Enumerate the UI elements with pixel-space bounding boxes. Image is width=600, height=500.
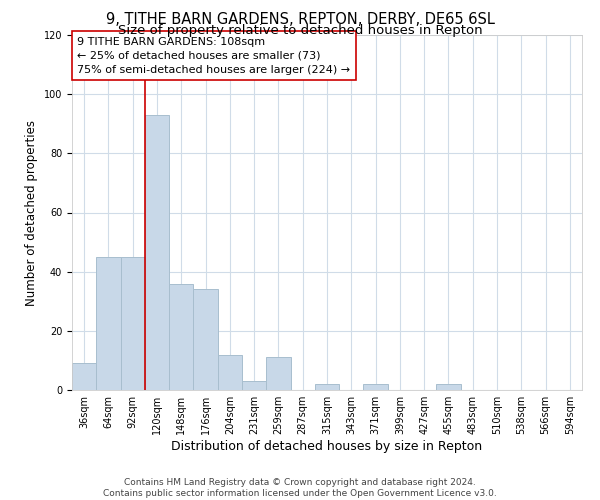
Bar	[436, 384, 461, 390]
Bar	[218, 354, 242, 390]
Bar	[193, 290, 218, 390]
Bar	[315, 384, 339, 390]
Bar	[266, 358, 290, 390]
Text: Size of property relative to detached houses in Repton: Size of property relative to detached ho…	[118, 24, 482, 37]
Bar	[364, 384, 388, 390]
Bar	[145, 115, 169, 390]
Bar	[121, 257, 145, 390]
X-axis label: Distribution of detached houses by size in Repton: Distribution of detached houses by size …	[172, 440, 482, 453]
Bar	[96, 257, 121, 390]
Y-axis label: Number of detached properties: Number of detached properties	[25, 120, 38, 306]
Text: Contains HM Land Registry data © Crown copyright and database right 2024.
Contai: Contains HM Land Registry data © Crown c…	[103, 478, 497, 498]
Bar	[242, 381, 266, 390]
Bar	[72, 364, 96, 390]
Bar	[169, 284, 193, 390]
Text: 9 TITHE BARN GARDENS: 108sqm
← 25% of detached houses are smaller (73)
75% of se: 9 TITHE BARN GARDENS: 108sqm ← 25% of de…	[77, 37, 350, 75]
Text: 9, TITHE BARN GARDENS, REPTON, DERBY, DE65 6SL: 9, TITHE BARN GARDENS, REPTON, DERBY, DE…	[106, 12, 494, 28]
